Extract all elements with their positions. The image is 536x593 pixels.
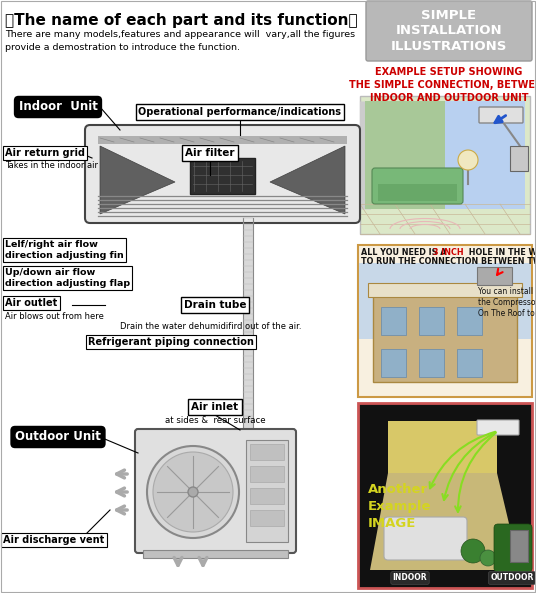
- Text: Takes in the indoor air: Takes in the indoor air: [5, 161, 98, 170]
- Text: at sides &  rear surface: at sides & rear surface: [165, 416, 265, 425]
- Bar: [360, 96, 530, 234]
- Text: 3 INCH: 3 INCH: [433, 248, 464, 257]
- Bar: [243, 218, 253, 430]
- Bar: [250, 510, 284, 526]
- Bar: [250, 466, 284, 482]
- Polygon shape: [388, 421, 497, 473]
- FancyBboxPatch shape: [366, 1, 532, 61]
- Text: OUTDOOR: OUTDOOR: [490, 573, 534, 582]
- Bar: [250, 488, 284, 504]
- Text: Refrigerant piping connection: Refrigerant piping connection: [88, 337, 254, 347]
- FancyBboxPatch shape: [494, 524, 532, 572]
- Bar: [365, 101, 445, 209]
- FancyBboxPatch shape: [384, 517, 467, 560]
- Bar: [381, 307, 406, 335]
- Bar: [373, 295, 517, 382]
- Bar: [445, 101, 525, 209]
- Text: 【The name of each part and its function】: 【The name of each part and its function】: [5, 13, 358, 28]
- Bar: [358, 403, 532, 588]
- Text: Operational performance/indications: Operational performance/indications: [138, 107, 341, 117]
- Bar: [368, 283, 522, 297]
- Text: ALL YOU NEED IS A: ALL YOU NEED IS A: [361, 248, 449, 257]
- FancyBboxPatch shape: [85, 125, 360, 223]
- Text: Air inlet: Air inlet: [191, 402, 239, 412]
- Text: INDOOR: INDOOR: [393, 573, 427, 582]
- Text: Outdoor Unit: Outdoor Unit: [15, 431, 101, 444]
- Text: HOLE IN THE WALL: HOLE IN THE WALL: [466, 248, 536, 257]
- Bar: [358, 245, 532, 397]
- Bar: [477, 267, 512, 285]
- Text: Drain the water dehumidifird out of the air.: Drain the water dehumidifird out of the …: [120, 322, 301, 331]
- Text: SIMPLE
INSTALLATION
ILLUSTRATIONS: SIMPLE INSTALLATION ILLUSTRATIONS: [391, 9, 507, 53]
- Text: Another
Example
IMAGE: Another Example IMAGE: [368, 483, 431, 530]
- Circle shape: [153, 452, 233, 532]
- Polygon shape: [100, 146, 175, 214]
- Bar: [510, 146, 528, 171]
- FancyBboxPatch shape: [372, 168, 463, 204]
- Text: Indoor  Unit: Indoor Unit: [19, 100, 98, 113]
- Text: You can install
the Compressor
On The Roof too: You can install the Compressor On The Ro…: [478, 287, 536, 318]
- Bar: [510, 530, 528, 562]
- Text: Air return grid: Air return grid: [5, 148, 85, 158]
- Bar: [378, 184, 457, 201]
- Circle shape: [480, 550, 496, 566]
- Text: Lelf/right air flow
direction adjusting fin: Lelf/right air flow direction adjusting …: [5, 240, 124, 260]
- FancyBboxPatch shape: [135, 429, 296, 553]
- Bar: [457, 307, 482, 335]
- Text: TO RUN THE CONNECTION BETWEEN TWO UNITS: TO RUN THE CONNECTION BETWEEN TWO UNITS: [361, 257, 536, 266]
- Text: Air filter: Air filter: [185, 148, 235, 158]
- Bar: [190, 158, 255, 194]
- Bar: [143, 550, 288, 558]
- Circle shape: [458, 150, 478, 170]
- Text: Air outlet: Air outlet: [5, 298, 57, 308]
- Bar: [250, 444, 284, 460]
- Bar: [246, 440, 288, 542]
- Bar: [419, 349, 444, 377]
- Circle shape: [461, 539, 485, 563]
- Polygon shape: [270, 146, 345, 214]
- Circle shape: [188, 487, 198, 497]
- Text: Air blows out from here: Air blows out from here: [5, 312, 104, 321]
- FancyBboxPatch shape: [477, 420, 519, 435]
- Bar: [98, 136, 347, 144]
- Text: Drain tube: Drain tube: [184, 300, 246, 310]
- Bar: [359, 263, 531, 339]
- FancyBboxPatch shape: [479, 107, 523, 123]
- Bar: [457, 349, 482, 377]
- Text: EXAMPLE SETUP SHOWING
THE SIMPLE CONNECTION, BETWEEN
INDOOR AND OUTDOOR UNIT: EXAMPLE SETUP SHOWING THE SIMPLE CONNECT…: [348, 67, 536, 103]
- Polygon shape: [370, 473, 520, 570]
- Circle shape: [147, 446, 239, 538]
- Text: Up/down air flow
direction adjusting flap: Up/down air flow direction adjusting fla…: [5, 268, 130, 288]
- Bar: [381, 349, 406, 377]
- Text: There are many models,features and appearance will  vary,all the figures
provide: There are many models,features and appea…: [5, 30, 355, 52]
- Text: Air discharge vent: Air discharge vent: [3, 535, 104, 545]
- Bar: [419, 307, 444, 335]
